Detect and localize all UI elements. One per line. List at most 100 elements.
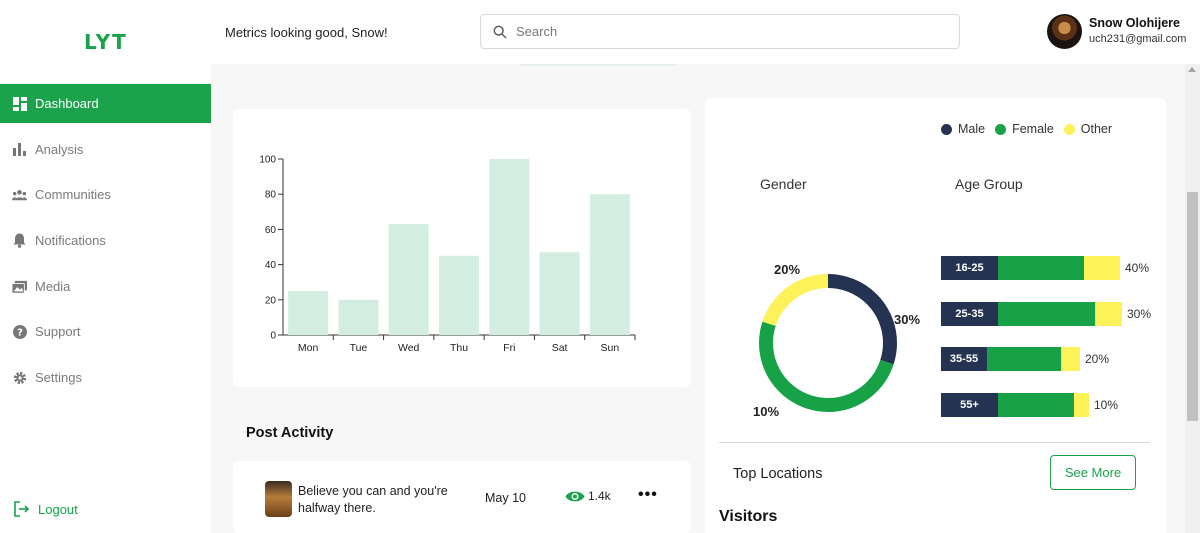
age-segment-female xyxy=(998,393,1074,417)
age-segment-male: 35-55 xyxy=(941,347,987,371)
age-row-35-55: 35-55 20% xyxy=(941,347,1109,371)
images-icon xyxy=(12,279,27,294)
section-divider xyxy=(719,442,1150,443)
more-options-icon[interactable]: ••• xyxy=(638,486,658,503)
sidebar-item-label: Communities xyxy=(35,187,111,202)
post-text: Believe you can and you're halfway there… xyxy=(298,484,448,515)
bar-sun[interactable] xyxy=(589,194,630,335)
y-tick-label: 40 xyxy=(265,260,277,271)
top-locations-title: Top Locations xyxy=(733,466,823,482)
sidebar-item-label: Analysis xyxy=(35,142,84,157)
bell-icon xyxy=(12,233,27,248)
user-name: Snow Olohijere xyxy=(1089,16,1180,30)
logout-button[interactable]: Logout xyxy=(14,501,78,517)
bar-sat[interactable] xyxy=(539,252,580,335)
legend-label: Female xyxy=(1012,122,1054,136)
age-row-55+: 55+ 10% xyxy=(941,393,1118,417)
age-segment-female xyxy=(998,256,1084,280)
donut-segment-other[interactable] xyxy=(759,274,897,412)
app-logo[interactable]: LYT xyxy=(84,30,128,54)
x-tick-label: Wed xyxy=(398,342,420,354)
legend-male: Male xyxy=(941,122,985,136)
weekly-bar-chart-card: 0 20 40 60 80 100 Mon Tue Wed Thu Fri Sat Sun xyxy=(233,109,691,387)
age-segment-female xyxy=(987,347,1061,371)
sidebar-item-label: Support xyxy=(35,324,81,339)
legend-dot xyxy=(941,123,952,135)
bar-chart-icon xyxy=(12,142,27,157)
people-icon xyxy=(12,187,27,202)
post-activity-title: Post Activity xyxy=(246,425,334,441)
age-percent: 10% xyxy=(1094,398,1119,412)
help-icon: ? xyxy=(12,324,27,339)
age-group-title: Age Group xyxy=(955,176,1023,192)
legend-dot xyxy=(995,123,1007,135)
sidebar-item-media[interactable]: Media xyxy=(0,267,211,306)
sidebar-item-label: Settings xyxy=(35,370,82,385)
age-row-16-25: 16-25 40% xyxy=(941,256,1149,280)
age-bar[interactable]: 16-25 xyxy=(941,256,1120,280)
x-tick-label: Sun xyxy=(601,342,620,354)
sidebar-item-analysis[interactable]: Analysis xyxy=(0,130,211,169)
legend-dot xyxy=(1063,123,1075,135)
post-date: May 10 xyxy=(485,491,526,505)
age-segment-other xyxy=(1084,256,1120,280)
post-activity-row[interactable]: Believe you can and you're halfway there… xyxy=(233,461,691,533)
scroll-up-arrow-icon[interactable] xyxy=(1188,67,1196,72)
avatar[interactable] xyxy=(1047,14,1082,49)
age-segment-other xyxy=(1074,393,1089,417)
bar-fri[interactable] xyxy=(489,159,530,335)
age-row-25-35: 25-35 30% xyxy=(941,302,1151,326)
age-bar[interactable]: 25-35 xyxy=(941,302,1122,326)
x-tick-label: Fri xyxy=(503,342,515,354)
legend-label: Male xyxy=(958,122,986,136)
x-tick-label: Mon xyxy=(298,342,319,354)
sidebar-item-support[interactable]: ? Support xyxy=(0,312,211,351)
y-tick-label: 20 xyxy=(265,295,277,306)
sidebar-item-label: Media xyxy=(35,279,71,294)
logout-icon xyxy=(14,501,30,517)
legend-female: Female xyxy=(995,122,1054,136)
age-bar[interactable]: 35-55 xyxy=(941,347,1080,371)
age-segment-male: 25-35 xyxy=(941,302,998,326)
age-segment-other xyxy=(1061,347,1080,371)
see-more-button[interactable]: See More xyxy=(1050,455,1136,490)
greeting-text: Metrics looking good, Snow! xyxy=(225,25,388,40)
bar-mon[interactable] xyxy=(288,291,329,335)
search-box[interactable] xyxy=(480,14,960,49)
main-content: 0 20 40 60 80 100 Mon Tue Wed Thu Fri Sat Sun Post A… xyxy=(211,64,1185,533)
bar-tue[interactable] xyxy=(338,299,379,335)
sidebar-item-settings[interactable]: Settings xyxy=(0,358,211,397)
donut-segment-female[interactable] xyxy=(759,274,897,412)
legend-other: Other xyxy=(1063,122,1112,136)
y-tick-label: 100 xyxy=(259,155,276,166)
sidebar-item-communities[interactable]: Communities xyxy=(0,175,211,214)
gender-donut-chart xyxy=(759,274,897,412)
sidebar-item-dashboard[interactable]: Dashboard xyxy=(0,84,211,123)
y-tick-label: 60 xyxy=(265,225,277,236)
age-bar[interactable]: 55+ xyxy=(941,393,1089,417)
x-tick-label: Tue xyxy=(350,342,368,354)
gender-title: Gender xyxy=(760,176,807,192)
top-tab-indicator xyxy=(518,64,678,66)
visitors-title: Visitors xyxy=(719,508,778,525)
post-views: 1.4k xyxy=(565,489,611,503)
age-segment-male: 16-25 xyxy=(941,256,998,280)
scrollbar-thumb[interactable] xyxy=(1187,192,1198,421)
bar-wed[interactable] xyxy=(388,224,429,335)
donut-label-male: 30% xyxy=(894,312,921,327)
gear-icon xyxy=(12,370,27,385)
sidebar-item-notifications[interactable]: Notifications xyxy=(0,221,211,260)
sidebar-item-label: Dashboard xyxy=(35,96,99,111)
weekly-bar-chart: 0 20 40 60 80 100 Mon Tue Wed Thu Fri Sat Sun xyxy=(259,155,636,354)
age-percent: 20% xyxy=(1085,352,1110,366)
search-input[interactable] xyxy=(516,24,936,39)
eye-icon xyxy=(565,491,585,501)
sidebar: Dashboard Analysis Communities Notificat… xyxy=(0,64,211,533)
top-bar: LYT Metrics looking good, Snow! Snow Olo… xyxy=(0,0,1200,64)
age-percent: 40% xyxy=(1125,261,1150,275)
age-percent: 30% xyxy=(1127,307,1152,321)
scrollbar[interactable] xyxy=(1185,64,1200,533)
donut-label-other: 20% xyxy=(774,262,801,277)
x-tick-label: Sat xyxy=(552,342,568,354)
bar-thu[interactable] xyxy=(439,255,479,335)
